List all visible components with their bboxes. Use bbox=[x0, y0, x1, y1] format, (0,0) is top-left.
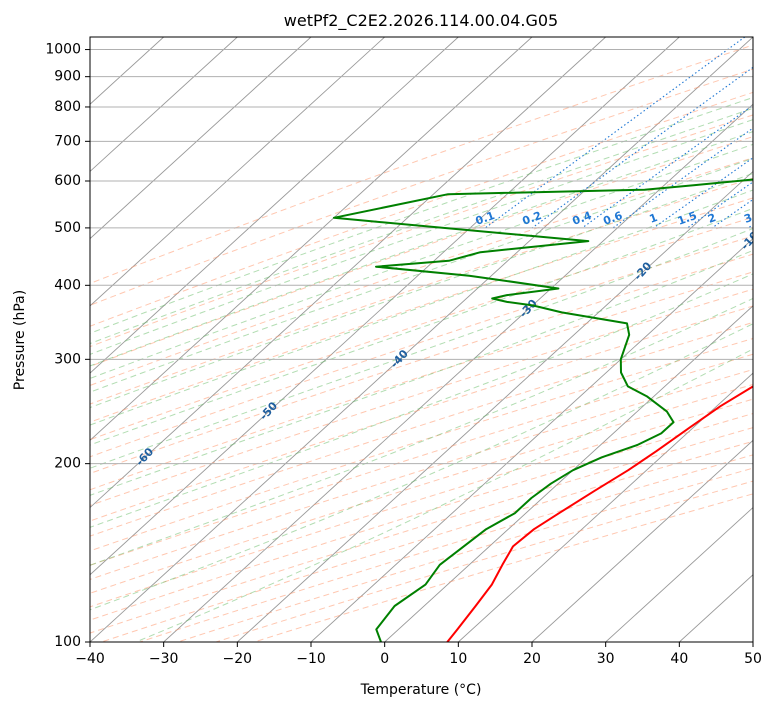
y-tick-label: 900 bbox=[54, 69, 81, 85]
y-tick-label: 300 bbox=[54, 351, 81, 367]
x-tick-label: 20 bbox=[523, 651, 541, 667]
dewpoint-profile-line bbox=[332, 178, 753, 642]
isotherm-line bbox=[90, 37, 680, 576]
plot-frame bbox=[89, 36, 754, 643]
isotherm-line bbox=[90, 37, 312, 240]
y-tick-label: 200 bbox=[54, 456, 81, 472]
sounding-series bbox=[332, 178, 753, 642]
x-tick-label: 50 bbox=[744, 651, 762, 667]
dry-adiabat-line bbox=[90, 136, 753, 367]
x-tick-label: 0 bbox=[380, 651, 389, 667]
mixing-ratio-line bbox=[581, 104, 753, 229]
y-tick-label: 100 bbox=[54, 634, 81, 650]
isotherm-line bbox=[163, 103, 753, 642]
mixing-ratio-line bbox=[612, 127, 753, 229]
y-axis: 100 200 300 400 500 600 700 800 900 1000 bbox=[45, 42, 90, 650]
plot-area: -100-90-80-70-60-50-40-30-20-10010203040… bbox=[90, 37, 754, 642]
dry-adiabat-line bbox=[90, 271, 753, 491]
y-tick-label: 600 bbox=[54, 173, 81, 189]
isotherm-line bbox=[458, 372, 753, 642]
isotherm-line bbox=[90, 37, 459, 374]
dry-adiabat-line bbox=[90, 427, 753, 634]
dry-adiabat-line bbox=[90, 337, 753, 552]
isotherm-line bbox=[90, 37, 238, 173]
dry-adiabat-line bbox=[90, 383, 753, 594]
isotherm-line bbox=[310, 238, 753, 642]
x-axis: −40 −30 −20 −10 0 10 20 30 40 50 bbox=[75, 642, 762, 667]
mixing-ratio-label: 0.4 bbox=[571, 209, 594, 228]
moist-adiabat-line bbox=[90, 207, 753, 446]
chart-title: wetPf2_C2E2.2026.114.00.04.G05 bbox=[284, 11, 558, 31]
temperature-profile-line bbox=[446, 385, 753, 642]
x-axis-title: Temperature (°C) bbox=[360, 682, 482, 698]
moist-adiabat-line bbox=[90, 172, 753, 409]
isotherm-line bbox=[90, 37, 533, 441]
isotherm-lines bbox=[90, 37, 753, 642]
dry-adiabat-line bbox=[90, 369, 753, 580]
dry-adiabat-line bbox=[90, 197, 753, 423]
isotherm-line bbox=[90, 37, 606, 509]
isotherm-line bbox=[90, 37, 385, 307]
dry-adiabat-line bbox=[254, 493, 753, 642]
y-tick-label: 400 bbox=[54, 277, 81, 293]
moist-adiabat-line bbox=[135, 348, 753, 642]
x-tick-label: −30 bbox=[149, 651, 179, 667]
moist-adiabat-line bbox=[90, 273, 753, 528]
isotherm-line bbox=[531, 439, 753, 642]
x-tick-label: −10 bbox=[296, 651, 326, 667]
dry-adiabat-line bbox=[90, 398, 753, 608]
y-tick-label: 700 bbox=[54, 133, 81, 149]
pressure-gridlines bbox=[90, 49, 753, 642]
dry-adiabat-line bbox=[90, 353, 753, 566]
x-tick-label: 10 bbox=[449, 651, 467, 667]
y-tick-label: 1000 bbox=[45, 42, 81, 58]
isotherm-line bbox=[605, 506, 753, 642]
isotherm-line bbox=[237, 170, 753, 642]
isotherm-line bbox=[384, 305, 753, 642]
x-tick-label: −20 bbox=[223, 651, 253, 667]
x-tick-label: 30 bbox=[597, 651, 615, 667]
dry-adiabat-line bbox=[90, 177, 753, 405]
mixing-ratio-label: 1 bbox=[648, 211, 660, 226]
moist-adiabat-line bbox=[90, 249, 753, 496]
dry-adiabat-line bbox=[90, 114, 753, 348]
dry-adiabat-line bbox=[215, 480, 753, 642]
mixing-ratio-lines bbox=[484, 37, 753, 229]
x-tick-label: −40 bbox=[75, 651, 105, 667]
mixing-ratio-label: 1.5 bbox=[676, 209, 699, 228]
dry-adiabat-line bbox=[90, 288, 753, 507]
dry-adiabat-line bbox=[90, 157, 753, 386]
y-tick-label: 800 bbox=[54, 99, 81, 115]
y-tick-label: 500 bbox=[54, 220, 81, 236]
isotherm-line bbox=[90, 37, 753, 642]
dry-adiabat-line bbox=[90, 413, 753, 621]
mixing-ratio-label: 2 bbox=[706, 211, 718, 226]
dry-adiabat-line bbox=[90, 216, 753, 441]
mixing-ratio-label: 3 bbox=[742, 211, 754, 226]
mixing-ratio-line bbox=[653, 157, 753, 229]
mixing-ratio-label: 0.6 bbox=[601, 209, 624, 228]
y-axis-title: Pressure (hPa) bbox=[12, 290, 28, 390]
dry-adiabat-line bbox=[90, 44, 753, 285]
mixing-ratio-line bbox=[484, 37, 746, 229]
dry-adiabat-line bbox=[90, 235, 753, 458]
dry-adiabat-line bbox=[90, 253, 753, 475]
x-tick-label: 40 bbox=[670, 651, 688, 667]
mixing-ratio-label: 0.1 bbox=[474, 209, 497, 228]
mixing-ratio-label: 0.2 bbox=[521, 209, 544, 228]
dry-adiabat-lines bbox=[90, 44, 753, 642]
